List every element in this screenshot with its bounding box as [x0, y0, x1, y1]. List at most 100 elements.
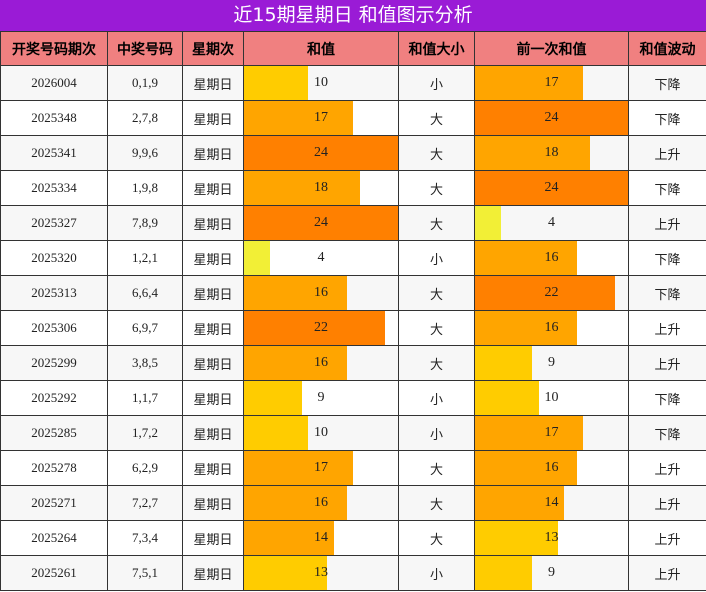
prev-sum-cell-label: 22 [544, 285, 559, 300]
prev-sum-cell: 13 [474, 520, 629, 556]
issue-cell: 2025313 [0, 275, 108, 311]
prev-sum-cell: 16 [474, 450, 629, 486]
sum-cell-bar [244, 136, 398, 170]
sum-cell-bar [244, 171, 360, 205]
table-row: 2025313 6,6,4 星期日 16 大 22 下降 [0, 275, 706, 311]
sum-cell: 22 [243, 310, 399, 346]
issue-cell: 2025285 [0, 415, 108, 451]
sum-cell-label: 9 [317, 390, 325, 405]
prev-sum-cell-label: 16 [544, 460, 559, 475]
prev-sum-cell-bar [475, 136, 590, 170]
sum-cell: 16 [243, 345, 399, 381]
weekday-cell: 星期日 [182, 555, 244, 591]
sum-cell-label: 22 [314, 320, 328, 335]
sum-cell: 24 [243, 205, 399, 241]
header-issue: 开奖号码期次 [0, 31, 108, 66]
sum-cell: 16 [243, 275, 399, 311]
weekday-cell: 星期日 [182, 240, 244, 276]
prev-sum-cell: 10 [474, 380, 629, 416]
prev-sum-cell-bar [475, 171, 628, 205]
sum-cell-bar [244, 381, 302, 415]
table-row: 2026004 0,1,9 星期日 10 小 17 下降 [0, 65, 706, 101]
prev-sum-cell: 22 [474, 275, 629, 311]
sum-cell-label: 18 [314, 180, 328, 195]
weekday-cell: 星期日 [182, 450, 244, 486]
trend-cell: 下降 [628, 415, 706, 451]
table-row: 2025341 9,9,6 星期日 24 大 18 上升 [0, 135, 706, 171]
trend-cell: 下降 [628, 380, 706, 416]
trend-cell: 上升 [628, 450, 706, 486]
sum-cell-bar [244, 101, 354, 135]
prev-sum-cell-bar [475, 451, 577, 485]
prev-sum-cell-label: 16 [544, 250, 559, 265]
weekday-cell: 星期日 [182, 65, 244, 101]
numbers-cell: 7,5,1 [107, 555, 183, 591]
weekday-cell: 星期日 [182, 100, 244, 136]
prev-sum-cell-label: 16 [544, 320, 559, 335]
table-row: 2025348 2,7,8 星期日 17 大 24 下降 [0, 100, 706, 136]
size-cell: 大 [398, 275, 475, 311]
size-cell: 大 [398, 205, 475, 241]
prev-sum-cell-bar [475, 416, 584, 450]
sum-cell-bar [244, 556, 328, 590]
prev-sum-cell: 18 [474, 135, 629, 171]
trend-cell: 上升 [628, 555, 706, 591]
size-cell: 大 [398, 135, 475, 171]
sum-cell-label: 16 [314, 355, 328, 370]
prev-sum-cell: 9 [474, 345, 629, 381]
numbers-cell: 9,9,6 [107, 135, 183, 171]
trend-cell: 下降 [628, 65, 706, 101]
table-row: 2025320 1,2,1 星期日 4 小 16 下降 [0, 240, 706, 276]
weekday-cell: 星期日 [182, 380, 244, 416]
sum-cell-label: 14 [314, 530, 328, 545]
sum-cell: 13 [243, 555, 399, 591]
sum-cell-bar [244, 521, 334, 555]
trend-cell: 上升 [628, 135, 706, 171]
prev-sum-cell-bar [475, 381, 539, 415]
issue-cell: 2025306 [0, 310, 108, 346]
weekday-cell: 星期日 [182, 310, 244, 346]
prev-sum-cell: 16 [474, 310, 629, 346]
sum-cell-bar [244, 206, 398, 240]
header-prev-sum: 前一次和值 [474, 31, 629, 66]
weekday-cell: 星期日 [182, 135, 244, 171]
prev-sum-cell-bar [475, 311, 577, 345]
sum-cell-bar [244, 346, 347, 380]
prev-sum-cell-label: 24 [544, 180, 559, 195]
sum-cell: 16 [243, 485, 399, 521]
table-row: 2025306 6,9,7 星期日 22 大 16 上升 [0, 310, 706, 346]
weekday-cell: 星期日 [182, 275, 244, 311]
prev-sum-cell-label: 14 [544, 495, 559, 510]
issue-cell: 2025341 [0, 135, 108, 171]
issue-cell: 2025334 [0, 170, 108, 206]
sum-cell-label: 10 [314, 425, 328, 440]
prev-sum-cell-label: 17 [544, 75, 559, 90]
trend-cell: 下降 [628, 275, 706, 311]
size-cell: 大 [398, 310, 475, 346]
numbers-cell: 3,8,5 [107, 345, 183, 381]
sum-cell: 18 [243, 170, 399, 206]
prev-sum-cell-bar [475, 521, 558, 555]
issue-cell: 2025320 [0, 240, 108, 276]
sum-cell-bar [244, 486, 347, 520]
size-cell: 小 [398, 415, 475, 451]
issue-cell: 2026004 [0, 65, 108, 101]
table-row: 2025271 7,2,7 星期日 16 大 14 上升 [0, 485, 706, 521]
sum-cell-label: 16 [314, 495, 328, 510]
prev-sum-cell-label: 4 [548, 215, 555, 230]
issue-cell: 2025348 [0, 100, 108, 136]
size-cell: 小 [398, 240, 475, 276]
trend-cell: 下降 [628, 100, 706, 136]
sum-cell-bar [244, 451, 354, 485]
weekday-cell: 星期日 [182, 205, 244, 241]
size-cell: 大 [398, 170, 475, 206]
sum-cell: 24 [243, 135, 399, 171]
numbers-cell: 6,9,7 [107, 310, 183, 346]
numbers-cell: 6,6,4 [107, 275, 183, 311]
numbers-cell: 1,9,8 [107, 170, 183, 206]
sum-cell-bar [244, 416, 309, 450]
prev-sum-cell-bar [475, 346, 533, 380]
numbers-cell: 7,3,4 [107, 520, 183, 556]
prev-sum-cell-bar [475, 241, 577, 275]
